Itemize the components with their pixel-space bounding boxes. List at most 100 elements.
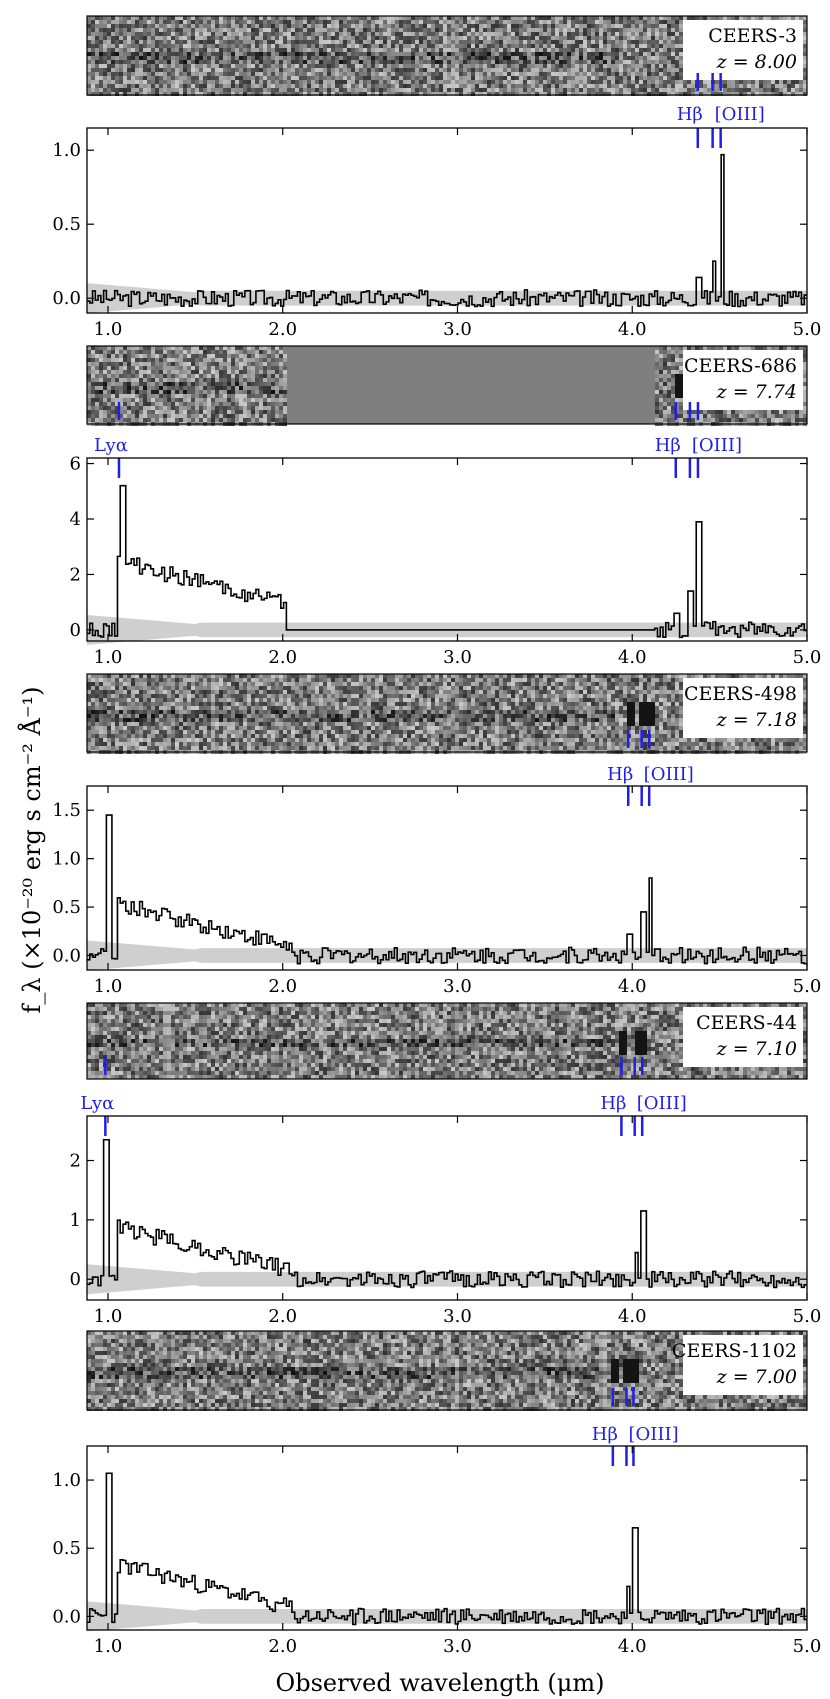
image-pixel bbox=[755, 88, 759, 92]
image-pixel bbox=[227, 374, 231, 378]
image-pixel bbox=[211, 80, 215, 84]
image-pixel bbox=[419, 24, 423, 28]
image-pixel bbox=[587, 80, 591, 84]
image-pixel bbox=[303, 32, 307, 36]
image-pixel bbox=[659, 64, 663, 68]
image-pixel bbox=[583, 44, 587, 48]
image-pixel bbox=[171, 386, 175, 390]
image-pixel bbox=[631, 36, 635, 40]
image-pixel bbox=[167, 72, 171, 76]
image-pixel bbox=[527, 28, 531, 32]
image-pixel bbox=[311, 28, 315, 32]
image-pixel bbox=[263, 350, 267, 354]
image-pixel bbox=[735, 88, 739, 92]
image-pixel bbox=[655, 370, 659, 374]
image-pixel bbox=[247, 382, 251, 386]
image-pixel bbox=[443, 20, 447, 24]
image-pixel bbox=[243, 374, 247, 378]
image-pixel bbox=[511, 44, 515, 48]
image-pixel bbox=[119, 44, 123, 48]
image-pixel bbox=[583, 64, 587, 68]
image-pixel bbox=[495, 72, 499, 76]
image-pixel bbox=[279, 346, 283, 350]
image-pixel bbox=[359, 64, 363, 68]
image-pixel bbox=[179, 92, 183, 96]
image-pixel bbox=[107, 92, 111, 96]
image-pixel bbox=[511, 16, 515, 20]
image-pixel bbox=[467, 68, 471, 72]
image-pixel bbox=[195, 350, 199, 354]
image-pixel bbox=[175, 28, 179, 32]
image-pixel bbox=[195, 80, 199, 84]
image-pixel bbox=[195, 44, 199, 48]
image-pixel bbox=[219, 16, 223, 20]
image-pixel bbox=[107, 60, 111, 64]
image-pixel bbox=[203, 80, 207, 84]
image-pixel bbox=[571, 52, 575, 56]
image-pixel bbox=[475, 92, 479, 96]
image-pixel bbox=[167, 84, 171, 88]
image-pixel bbox=[423, 48, 427, 52]
image-pixel bbox=[247, 56, 251, 60]
image-pixel bbox=[155, 386, 159, 390]
image-pixel bbox=[599, 44, 603, 48]
image-pixel bbox=[475, 84, 479, 88]
image-pixel bbox=[87, 28, 91, 32]
image-pixel bbox=[511, 20, 515, 24]
image-pixel bbox=[323, 56, 327, 60]
image-pixel bbox=[387, 56, 391, 60]
image-pixel bbox=[655, 56, 659, 60]
image-pixel bbox=[283, 88, 287, 92]
image-pixel bbox=[267, 370, 271, 374]
image-pixel bbox=[559, 16, 563, 20]
image-pixel bbox=[555, 88, 559, 92]
image-pixel bbox=[319, 24, 323, 28]
image-pixel bbox=[279, 60, 283, 64]
image-pixel bbox=[403, 88, 407, 92]
image-pixel bbox=[235, 370, 239, 374]
image-pixel bbox=[383, 16, 387, 20]
image-pixel bbox=[583, 20, 587, 24]
x-tick-label: 4.0 bbox=[618, 319, 647, 340]
image-pixel bbox=[635, 36, 639, 40]
image-pixel bbox=[99, 366, 103, 370]
image-pixel bbox=[727, 346, 731, 350]
image-pixel bbox=[159, 366, 163, 370]
image-pixel bbox=[271, 80, 275, 84]
image-pixel bbox=[95, 350, 99, 354]
image-pixel bbox=[127, 32, 131, 36]
image-pixel bbox=[395, 88, 399, 92]
image-pixel bbox=[655, 48, 659, 52]
image-pixel bbox=[343, 24, 347, 28]
image-pixel bbox=[527, 16, 531, 20]
image-pixel bbox=[543, 48, 547, 52]
image-pixel bbox=[547, 60, 551, 64]
image-pixel bbox=[583, 80, 587, 84]
image-pixel bbox=[303, 28, 307, 32]
image-pixel bbox=[663, 52, 667, 56]
image-pixel bbox=[123, 80, 127, 84]
image-pixel bbox=[367, 40, 371, 44]
image-pixel bbox=[119, 36, 123, 40]
image-pixel bbox=[679, 362, 683, 366]
image-pixel bbox=[539, 40, 543, 44]
image-pixel bbox=[239, 24, 243, 28]
image-pixel bbox=[491, 60, 495, 64]
image-pixel bbox=[583, 32, 587, 36]
image-pixel bbox=[103, 398, 107, 402]
image-pixel bbox=[543, 40, 547, 44]
image-pixel bbox=[271, 72, 275, 76]
image-pixel bbox=[203, 68, 207, 72]
image-pixel bbox=[583, 48, 587, 52]
image-pixel bbox=[555, 48, 559, 52]
object-label-box bbox=[683, 20, 803, 80]
image-pixel bbox=[363, 44, 367, 48]
image-pixel bbox=[103, 394, 107, 398]
image-pixel bbox=[319, 92, 323, 96]
image-pixel bbox=[455, 92, 459, 96]
image-pixel bbox=[111, 354, 115, 358]
image-pixel bbox=[555, 56, 559, 60]
image-pixel bbox=[291, 28, 295, 32]
image-pixel bbox=[223, 28, 227, 32]
image-pixel bbox=[559, 68, 563, 72]
